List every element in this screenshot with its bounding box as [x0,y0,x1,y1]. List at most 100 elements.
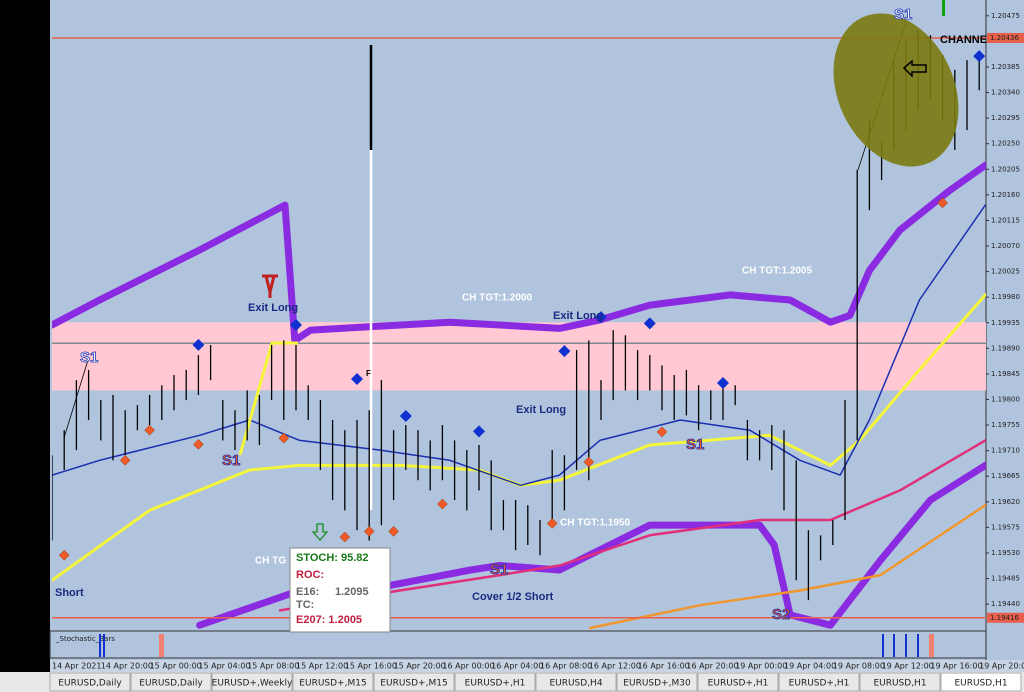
annotation: Cover 1/2 Short [472,591,554,603]
annotation: F [366,369,371,378]
annotation: CH TG [255,556,286,567]
stoch-bar [99,634,101,657]
indicator-line [52,204,986,487]
annotation: Exit Long [248,302,298,314]
annotation: CH TGT:1.2005 [742,266,812,277]
x-tick-label: 16 Apr 20:00 [686,662,738,671]
tab-label[interactable]: EURUSD+,M30 [623,679,691,689]
tab-label[interactable]: EURUSD+,H1 [465,679,526,689]
y-tick-label: 1.20115 [991,216,1020,224]
x-tick-label: 16 Apr 04:00 [491,662,543,671]
y-tick-label: 1.19575 [991,523,1020,531]
signal-band [52,322,986,391]
indicator-label: _Stochastic_Bars [55,635,115,643]
signal-diamond [192,338,205,351]
indicator-line [52,161,986,344]
tab-label[interactable]: EURUSD,H1 [873,679,926,689]
tab-label[interactable]: EURUSD+,M15 [380,679,447,689]
y-tick-label: 1.19620 [991,498,1020,506]
annotation: CH TGT:1.1950 [560,518,630,529]
tab-label[interactable]: EURUSD,H1 [954,679,1007,689]
y-tick-label: 1.20025 [991,268,1020,276]
tab-label[interactable]: EURUSD,H4 [549,679,602,689]
indicator-line [196,461,986,629]
y-tick-label: 1.20160 [991,191,1020,199]
x-tick-label: 15 Apr 08:00 [247,662,299,671]
popup-text: E16: [296,586,319,598]
tab[interactable] [535,672,617,692]
popup-text: ROC: [296,569,324,581]
x-tick-label: 19 Apr 04:00 [784,662,836,671]
tab[interactable] [454,672,536,692]
x-tick-label: 19 Apr 12:00 [882,662,934,671]
signal-diamond [399,409,412,422]
x-tick-label: 19 Apr 00:00 [735,662,787,671]
stoch-bar [103,634,105,657]
tab[interactable] [778,672,860,692]
x-tick-label: 14 Apr 20:00 [101,662,153,671]
signal-diamond [473,425,485,438]
arrow-icon [902,59,927,78]
popup-text: TC: [296,599,314,611]
tab[interactable] [292,672,374,692]
tab-label[interactable]: EURUSD,Daily [139,679,203,689]
y-tick-label: 1.19440 [991,600,1020,608]
x-tick-label: 16 Apr 00:00 [442,662,494,671]
tab-label[interactable]: EURUSD+,H1 [789,679,850,689]
highlight-ellipse [833,13,959,167]
annotation: S1 [686,436,704,453]
y-tick-label: 1.20295 [991,114,1020,122]
arrow-icon [311,523,329,541]
tab-label[interactable]: EURUSD+,Weekly [212,679,293,689]
signal-diamond [643,317,656,330]
signal-diamond [583,456,595,468]
annotation: S1 [894,6,912,23]
indicator-line [278,439,986,612]
annotation: S1 [222,452,240,469]
signal-diamond [351,373,363,386]
annotation: S1 [490,561,508,578]
popup-text: E207: 1.2005 [296,614,362,626]
x-tick-label: 16 Apr 08:00 [540,662,592,671]
tab[interactable] [859,672,941,692]
signal-diamond [144,424,155,436]
signal-diamond [119,454,131,466]
stoch-bar [893,634,895,657]
tab[interactable] [211,672,293,692]
x-tick-label: 15 Apr 00:00 [150,662,202,671]
y-tick-label: 1.19890 [991,344,1020,352]
signal-diamond [363,526,375,537]
annotation: CH TGT:1.2000 [462,293,532,304]
annotation: S2 [772,606,790,623]
plot [52,13,986,630]
signal-diamond [546,518,558,529]
signal-diamond [595,311,607,324]
y-tick-label: 1.20070 [991,242,1020,250]
signal-diamond [388,526,399,537]
stoch-bar [905,634,907,657]
y-tick-label: 1.19845 [991,370,1020,378]
x-tick-label: 14 Apr 2021 [52,662,101,671]
tab-label[interactable]: EURUSD,Daily [58,679,122,689]
tab-label[interactable]: EURUSD+,M15 [299,679,366,689]
signal-diamond [973,50,986,63]
x-tick-label: 19 Apr 20:00 [979,662,1024,671]
y-tick-label: 1.19485 [991,575,1020,583]
tab[interactable] [373,672,455,692]
x-tick-label: 16 Apr 12:00 [589,662,641,671]
tab[interactable] [130,672,212,692]
tab[interactable] [616,672,698,692]
x-tick-label: 19 Apr 16:00 [930,662,982,671]
tab[interactable] [49,672,131,692]
x-tick-label: 15 Apr 16:00 [345,662,397,671]
signal-diamond [290,319,302,332]
tab[interactable] [940,672,1022,692]
indicator-window [49,630,987,659]
left-strip [0,0,50,672]
tab[interactable] [697,672,779,692]
signal-diamond [717,377,729,390]
tab-label[interactable]: EURUSD+,H1 [708,679,769,689]
annotation: Short [55,587,84,599]
stoch-bar [917,634,919,657]
stoch-bar [929,634,934,657]
